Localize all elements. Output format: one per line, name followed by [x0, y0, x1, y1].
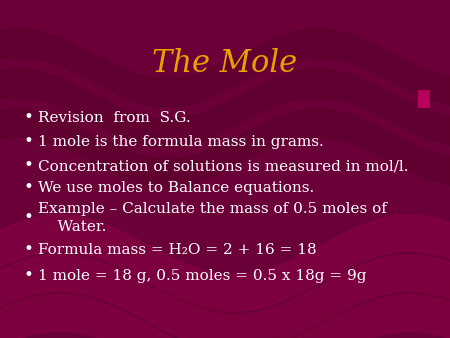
- Text: •: •: [23, 110, 33, 126]
- Text: •: •: [23, 179, 33, 196]
- Bar: [418, 90, 430, 108]
- Text: Formula mass = H₂O = 2 + 16 = 18: Formula mass = H₂O = 2 + 16 = 18: [38, 243, 317, 257]
- Text: Revision  from  S.G.: Revision from S.G.: [38, 111, 191, 125]
- Text: Concentration of solutions is measured in mol/l.: Concentration of solutions is measured i…: [38, 159, 409, 173]
- Text: •: •: [23, 210, 33, 226]
- Text: •: •: [23, 134, 33, 150]
- Text: 1 mole is the formula mass in grams.: 1 mole is the formula mass in grams.: [38, 135, 324, 149]
- Text: •: •: [23, 158, 33, 174]
- Text: We use moles to Balance equations.: We use moles to Balance equations.: [38, 181, 314, 195]
- Text: Example – Calculate the mass of 0.5 moles of
    Water.: Example – Calculate the mass of 0.5 mole…: [38, 202, 387, 234]
- Text: 1 mole = 18 g, 0.5 moles = 0.5 x 18g = 9g: 1 mole = 18 g, 0.5 moles = 0.5 x 18g = 9…: [38, 269, 366, 283]
- Text: •: •: [23, 267, 33, 285]
- Text: The Mole: The Mole: [153, 48, 297, 78]
- Text: •: •: [23, 241, 33, 259]
